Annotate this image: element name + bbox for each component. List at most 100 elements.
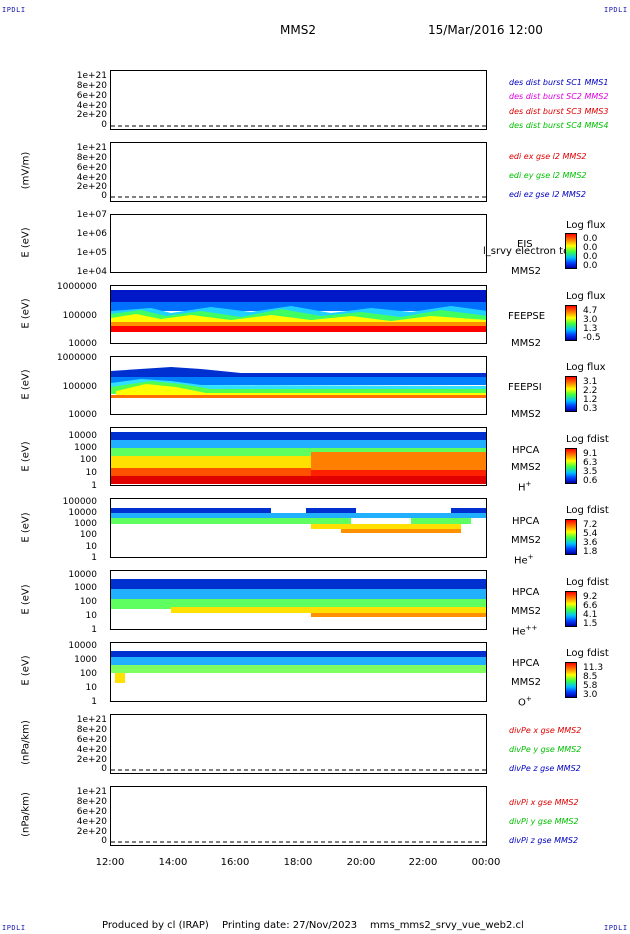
colorbar-title: Log fdist	[566, 434, 609, 445]
ytick: 100000	[62, 311, 97, 321]
colorbar	[565, 305, 577, 341]
ytick: 1000	[74, 443, 97, 453]
colorbar	[565, 591, 577, 627]
ytick: 4e+20	[76, 817, 107, 827]
corner-label-tr: IPDLI	[604, 6, 628, 14]
ytick: 100000	[62, 382, 97, 392]
ytick: 1000000	[56, 353, 97, 363]
feepsi-spectrogram	[111, 357, 486, 414]
ytick: 10000	[68, 339, 97, 349]
species-label: He+	[514, 553, 534, 566]
ytick: 6e+20	[76, 91, 107, 101]
panel-hpca-h	[110, 427, 487, 486]
instrument-label: EIS	[517, 239, 533, 250]
ytick: 10	[85, 542, 97, 552]
xtick: 20:00	[346, 857, 376, 868]
colorbar-value: 5.8	[583, 681, 598, 691]
panel-eis	[110, 214, 487, 273]
colorbar-value: 5.4	[583, 529, 598, 539]
overlay-label: l_srvy electron tof	[483, 246, 573, 257]
xtick: 14:00	[158, 857, 188, 868]
species-charge: +	[527, 553, 534, 561]
colorbar-value: 0.0	[583, 234, 598, 244]
instrument-label: HPCA	[512, 658, 540, 669]
ytick: 10000	[68, 570, 97, 580]
ytick: 10	[85, 611, 97, 621]
ytick: 1e+21	[76, 715, 107, 725]
footer-printing-date: Printing date: 27/Nov/2023	[222, 920, 358, 931]
species-symbol: H	[518, 482, 526, 494]
colorbar-value: -0.5	[583, 333, 601, 343]
panel-hpca-he	[110, 498, 487, 558]
legend-entry: edi ez gse l2 MMS2	[509, 190, 586, 199]
species-charge: ++	[525, 624, 538, 632]
species-symbol: He	[512, 626, 526, 638]
xtick: 12:00	[95, 857, 125, 868]
ytick: 4e+20	[76, 101, 107, 111]
ytick: 0	[101, 191, 107, 201]
colorbar-value: 6.3	[583, 458, 598, 468]
species-symbol: O	[518, 697, 526, 709]
colorbar	[565, 519, 577, 555]
colorbar-value: 0.0	[583, 261, 598, 271]
ytick: 1000	[74, 583, 97, 593]
ytick: 100	[79, 530, 97, 540]
hpca-hepp-spectrogram	[111, 571, 486, 629]
colorbar-title: Log flux	[566, 220, 606, 231]
colorbar-value: 1.3	[583, 324, 598, 334]
legend-entry: divPi y gse MMS2	[509, 817, 579, 826]
instrument-label: FEEPSE	[508, 311, 546, 322]
panel-divpi	[110, 786, 487, 846]
ytick: 2e+20	[76, 182, 107, 192]
spacecraft-label: MMS2	[511, 606, 541, 617]
species-label: He++	[512, 624, 537, 637]
legend-entry: divPe z gse MMS2	[509, 764, 581, 773]
instrument-label: HPCA	[512, 587, 540, 598]
legend-entry: des dist burst SC4 MMS4	[509, 121, 609, 130]
colorbar-value: 0.3	[583, 404, 598, 414]
colorbar-value: 6.6	[583, 601, 598, 611]
ytick: 1e+07	[76, 210, 107, 220]
footer-script: mms_mms2_srvy_vue_web2.cl	[370, 920, 524, 931]
ytick: 0	[101, 836, 107, 846]
colorbar-value: 1.8	[583, 547, 598, 557]
panel-hpca-o	[110, 642, 487, 702]
ytick: 10000	[68, 641, 97, 651]
colorbar-value: 11.3	[583, 663, 604, 673]
xtick: 00:00	[471, 857, 501, 868]
species-symbol: He	[514, 555, 528, 567]
colorbar-value: 3.0	[583, 315, 598, 325]
colorbar-title: Log fdist	[566, 577, 609, 588]
legend-entry: edi ey gse l2 MMS2	[509, 171, 587, 180]
footer-produced: Produced by cl (IRAP)	[102, 920, 209, 931]
spacecraft-label: MMS2	[511, 462, 541, 473]
panel-edi	[110, 142, 487, 202]
ytick: 10	[85, 683, 97, 693]
legend-entry: des dist burst SC2 MMS2	[509, 92, 609, 101]
legend-entry: edi ex gse l2 MMS2	[509, 152, 587, 161]
spacecraft-label: MMS2	[511, 677, 541, 688]
colorbar-value: 2.2	[583, 386, 598, 396]
ytick: 1e+21	[76, 143, 107, 153]
ytick: 6e+20	[76, 163, 107, 173]
colorbar-title: Log fdist	[566, 648, 609, 659]
ytick: 8e+20	[76, 153, 107, 163]
colorbar-value: 1.2	[583, 395, 598, 405]
species-label: H+	[518, 480, 531, 493]
instrument-label: HPCA	[512, 516, 540, 527]
ytick: 1	[91, 625, 97, 635]
ytick: 6e+20	[76, 807, 107, 817]
ytick: 1e+05	[76, 248, 107, 258]
ytick: 2e+20	[76, 110, 107, 120]
colorbar-value: 3.0	[583, 690, 598, 700]
ytick: 0	[101, 120, 107, 130]
ytick: 8e+20	[76, 81, 107, 91]
ytick: 1	[91, 481, 97, 491]
ytick: 1e+04	[76, 267, 107, 277]
colorbar-value: 0.6	[583, 476, 598, 486]
ytick: 0	[101, 764, 107, 774]
colorbar-value: 7.2	[583, 520, 598, 530]
page-datetime: 15/Mar/2016 12:00	[428, 23, 543, 37]
corner-label-tl: IPDLI	[2, 6, 26, 14]
ytick: 8e+20	[76, 797, 107, 807]
